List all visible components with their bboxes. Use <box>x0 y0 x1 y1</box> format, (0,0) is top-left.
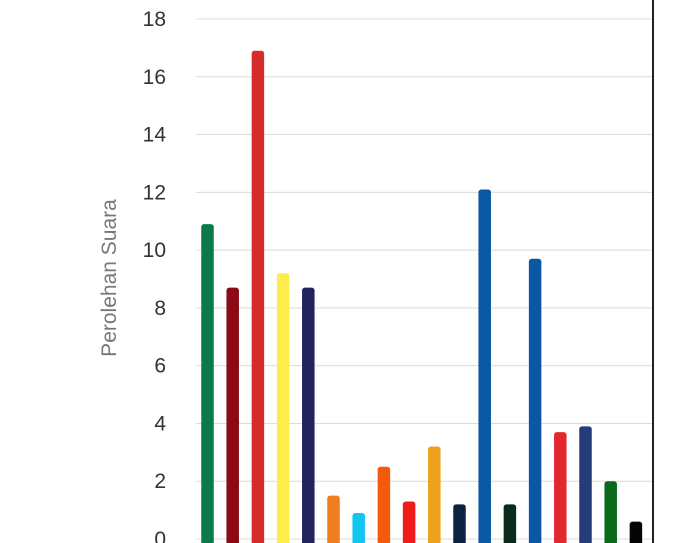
bar <box>352 513 365 543</box>
bar <box>302 287 315 543</box>
y-tick-label: 10 <box>143 239 166 262</box>
y-tick-label: 6 <box>154 355 166 378</box>
bar <box>377 466 391 543</box>
y-axis-ticks: 0 2 4 6 8 10 12 14 16 18 <box>143 8 167 543</box>
y-tick-label: 4 <box>154 412 166 435</box>
y-axis-title: Perolehan Suara <box>98 199 121 357</box>
gridlines <box>196 18 652 540</box>
bar <box>528 258 542 543</box>
bar <box>604 481 617 543</box>
bar <box>503 504 517 543</box>
bar <box>327 495 340 543</box>
bar <box>276 273 290 543</box>
y-tick-label: 2 <box>154 470 166 493</box>
y-tick-label: 16 <box>143 66 166 89</box>
bar <box>226 287 239 543</box>
y-tick-label: 18 <box>143 8 166 31</box>
bar <box>579 426 592 543</box>
y-tick-label: 0 <box>154 528 166 543</box>
bar <box>402 501 416 543</box>
bar <box>629 521 643 543</box>
bars <box>201 50 643 543</box>
bar <box>453 504 466 543</box>
bar <box>201 224 214 543</box>
bar <box>554 432 567 543</box>
y-tick-label: 8 <box>154 297 166 320</box>
bar <box>251 50 265 543</box>
y-tick-label: 14 <box>143 124 167 147</box>
bar <box>428 446 441 543</box>
bar <box>478 189 491 543</box>
y-tick-label: 12 <box>143 181 166 204</box>
